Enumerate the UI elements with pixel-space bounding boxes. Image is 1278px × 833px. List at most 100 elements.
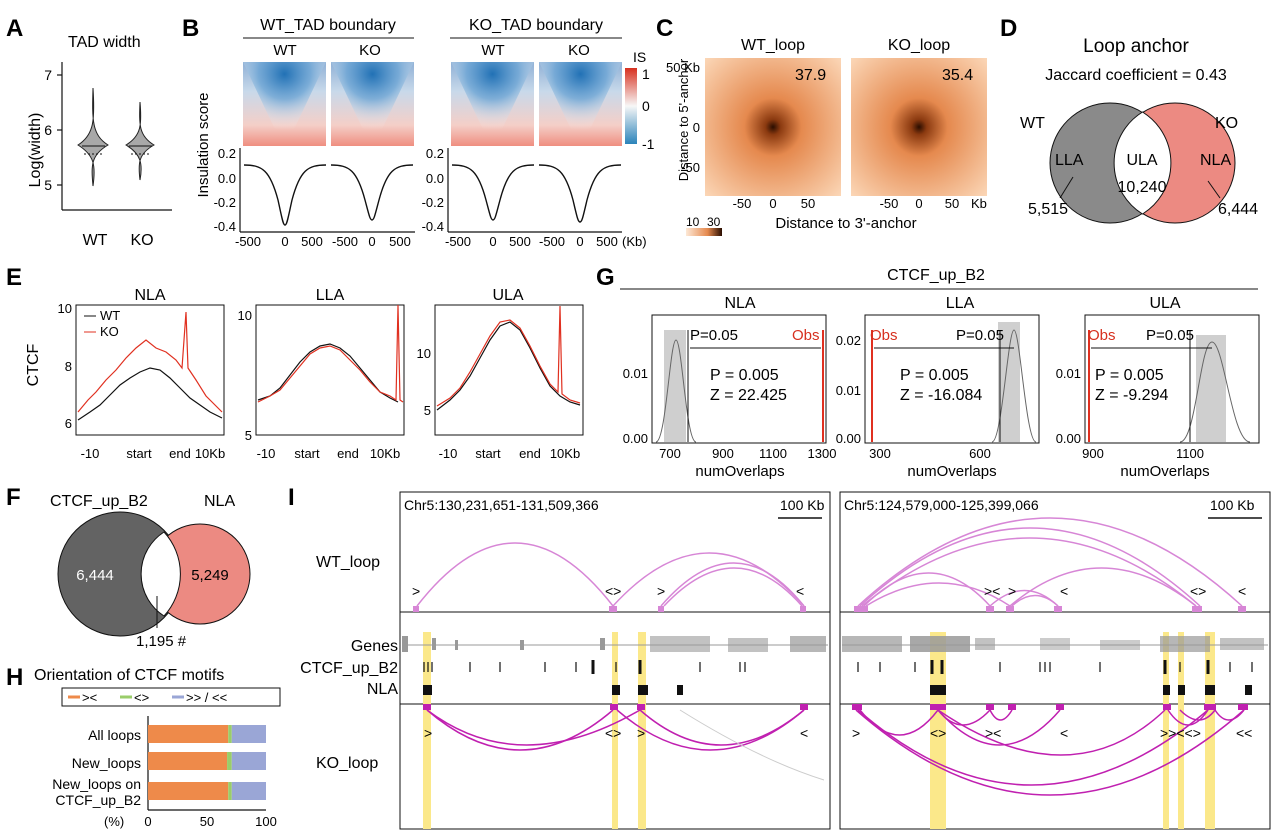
region-2: Chr5:124,579,000-125,399,066 100 Kb >< >… [839, 491, 1271, 830]
panel-c-ylabel: Distance to 5'-anchor [676, 58, 691, 181]
panel-g-ytick: 0.02 [836, 333, 861, 348]
p-threshold-label: P=0.05 [690, 327, 738, 344]
panel-e-ytick: 8 [65, 359, 72, 374]
is-colorbar-title: IS [633, 49, 646, 65]
panel-e-ylabel: CTCF [25, 343, 42, 386]
panel-d-title: Loop anchor [1083, 36, 1189, 57]
panel-g-title: CTCF_up_B2 [887, 267, 985, 284]
panel-e-xtick: start [294, 446, 320, 461]
panel-g-xlabel: numOverlaps [907, 463, 996, 480]
panel-b-ytick: 0.0 [426, 171, 444, 186]
panel-e-xtick: end [519, 446, 541, 461]
region-2-coords: Chr5:124,579,000-125,399,066 [844, 497, 1039, 513]
venn-label-wt: WT [1020, 115, 1045, 132]
perm-histogram [1196, 335, 1226, 442]
region-1: Chr5:130,231,651-131,509,366 100 Kb > <>… [399, 491, 831, 830]
panel-c-ytick: 50 Kb [666, 60, 700, 75]
p-threshold-label: P=0.05 [1146, 327, 1194, 344]
panel-letter-a: A [6, 15, 23, 42]
obs-label: Obs [870, 327, 898, 344]
track-label-ko-loop: KO_loop [316, 755, 378, 772]
apa-cbar-tick: 30 [707, 215, 721, 229]
motif-mark: < [1060, 583, 1068, 599]
bar-label: New_loops on [52, 776, 141, 792]
bar-label: New_loops [72, 755, 141, 771]
venn-lla: LLA [1055, 152, 1084, 169]
panel-g-ytick: 0.01 [836, 383, 861, 398]
motif-mark: < [796, 583, 804, 599]
apa-cbar-tick: 10 [686, 215, 700, 229]
panel-b-ylabel: Insulation score [195, 92, 212, 197]
panel-h-xtick: 100 [255, 814, 277, 829]
region-1-coords: Chr5:130,231,651-131,509,366 [404, 497, 599, 513]
perm-histogram [998, 322, 1020, 442]
venn-f-left-count: 6,444 [76, 567, 114, 584]
panel-e-ytick: 6 [65, 416, 72, 431]
panel-b-ytick: -0.2 [422, 195, 444, 210]
panel-b-xunit: (Kb) [622, 234, 647, 249]
bar-segment [231, 782, 266, 800]
panel-e-title: LLA [316, 287, 345, 304]
panel-a-title: TAD width [68, 34, 141, 51]
bar-segment [227, 752, 232, 770]
panel-e-xtick: -10 [439, 446, 458, 461]
bar-label: All loops [88, 727, 141, 743]
obs-label: Obs [792, 327, 820, 344]
panel-h-xtick: 50 [200, 814, 214, 829]
panel-g-xlabel: numOverlaps [695, 463, 784, 480]
panel-g-ytick: 0.01 [623, 366, 648, 381]
panel-b-xtick: 500 [596, 234, 618, 249]
panel-c-xtick: 50 [801, 196, 815, 211]
panel-b-ytick: -0.2 [214, 195, 236, 210]
panel-b-title-ko: KO_TAD boundary [469, 17, 603, 34]
motif-mark: <> [605, 725, 621, 741]
panel-b-ytick: 0.0 [218, 171, 236, 186]
venn-f-overlap: 1,195 # [136, 633, 187, 650]
panel-b-ytick: -0.4 [214, 219, 236, 234]
panel-e-xtick: 10Kb [195, 446, 225, 461]
panel-c-xtick: 0 [915, 196, 922, 211]
panel-h-xtick: 0 [144, 814, 151, 829]
legend-wt: WT [100, 308, 120, 323]
panel-letter-h: H [6, 664, 23, 691]
panel-g-ytick: 0.00 [623, 431, 648, 446]
panel-letter-e: E [6, 264, 22, 291]
bar-segment [148, 752, 228, 770]
panel-g-frame-ula [1084, 314, 1260, 444]
panel-e-title: NLA [134, 287, 165, 304]
p-value: P = 0.005 [900, 367, 969, 384]
panel-b-xtick: -500 [332, 234, 358, 249]
panel-c-xtick: -50 [880, 196, 899, 211]
legend-convergent: >< [82, 690, 97, 705]
panel-letter-b: B [182, 15, 199, 42]
panel-h-title: Orientation of CTCF motifs [34, 667, 224, 684]
is-cbar-tick: -1 [642, 136, 655, 152]
panel-e-frame-lla [255, 304, 405, 436]
is-cbar-tick: 0 [642, 98, 650, 114]
panel-g-xtick: 900 [1082, 446, 1104, 461]
panel-b-xtick: -500 [445, 234, 471, 249]
track-label-nla: NLA [367, 681, 398, 698]
apa-wt-score: 37.9 [795, 67, 826, 84]
motif-mark: <> [605, 583, 621, 599]
panel-b-xtick: 0 [489, 234, 496, 249]
panel-e-ytick: 10 [238, 308, 252, 323]
venn-center-count: 10,240 [1118, 179, 1167, 196]
panel-c-title-ko: KO_loop [888, 37, 950, 54]
bar-segment [148, 725, 229, 743]
panel-e-ytick: 10 [58, 301, 72, 316]
legend-tandem: >> / << [186, 690, 227, 705]
panel-g-xtick: 1100 [1176, 446, 1204, 461]
motif-mark: > [424, 725, 432, 741]
panel-h-xunit: (%) [104, 814, 124, 829]
panel-b-xtick: -500 [539, 234, 565, 249]
motif-mark: > [657, 583, 665, 599]
panel-c-xtick: -50 [733, 196, 752, 211]
panel-a-ytick: 6 [44, 122, 52, 138]
panel-f-right-label: NLA [204, 493, 235, 510]
motif-mark: >< [985, 725, 1001, 741]
panel-g-xtick: 900 [712, 446, 734, 461]
panel-g-ytick: 0.01 [1056, 366, 1081, 381]
panel-d-subtitle: Jaccard coefficient = 0.43 [1045, 67, 1227, 84]
